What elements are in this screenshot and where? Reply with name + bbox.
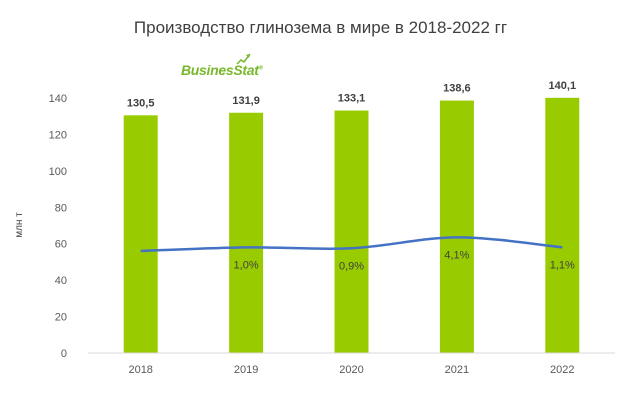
- y-axis-ticks: 0 20 40 60 80 100 120 140: [49, 93, 67, 360]
- bar-value-label: 130,5: [127, 97, 155, 109]
- growth-percent-label: 1,0%: [234, 259, 259, 271]
- y-tick-label: 140: [49, 93, 67, 105]
- growth-line-group: 1,0% 0,9% 4,1% 1,1%: [140, 236, 575, 272]
- x-axis-ticks: 2018 2019 2020 2021 2022: [128, 364, 574, 376]
- growth-line: [140, 236, 563, 253]
- bar-value-label: 133,1: [338, 93, 366, 105]
- bar: [334, 110, 369, 353]
- x-tick-label: 2018: [128, 364, 152, 376]
- bar: [439, 100, 474, 353]
- bars-group: [123, 97, 580, 353]
- y-axis-label: млн т: [14, 212, 25, 238]
- y-tick-label: 40: [55, 275, 67, 287]
- growth-percent-label: 0,9%: [339, 260, 364, 272]
- bar-value-label: 138,6: [443, 83, 471, 95]
- bar: [229, 112, 264, 353]
- logo-text: BusinesStat: [181, 62, 259, 78]
- y-tick-label: 100: [49, 166, 67, 178]
- businesstat-logo: BusinesStat®: [181, 62, 263, 78]
- bar: [545, 97, 580, 353]
- bar: [123, 115, 158, 353]
- x-tick-label: 2019: [234, 364, 258, 376]
- y-tick-label: 80: [55, 202, 67, 214]
- x-tick-label: 2022: [550, 364, 574, 376]
- bar-value-label: 140,1: [549, 80, 577, 92]
- bar-value-label: 131,9: [232, 95, 260, 107]
- chart-title: Производство глинозема в мире в 2018-202…: [133, 18, 508, 37]
- y-tick-label: 0: [61, 348, 67, 360]
- logo-chart-mark-icon: [236, 53, 251, 65]
- growth-percent-label: 1,1%: [550, 259, 575, 271]
- y-tick-label: 60: [55, 239, 67, 251]
- y-tick-label: 120: [49, 129, 67, 141]
- value-labels: 130,5 131,9 133,1 138,6 140,1: [127, 80, 576, 109]
- logo-registered-mark: ®: [258, 65, 263, 72]
- y-tick-label: 20: [55, 312, 67, 324]
- growth-percent-label: 4,1%: [444, 249, 469, 261]
- x-tick-label: 2021: [445, 364, 469, 376]
- x-tick-label: 2020: [339, 364, 363, 376]
